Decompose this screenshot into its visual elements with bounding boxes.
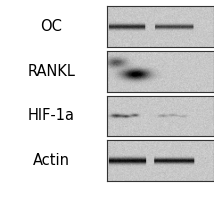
Text: OC: OC — [40, 19, 62, 34]
Text: RANKL: RANKL — [27, 64, 75, 79]
Text: HIF-1a: HIF-1a — [28, 108, 75, 123]
Text: Actin: Actin — [33, 153, 70, 168]
